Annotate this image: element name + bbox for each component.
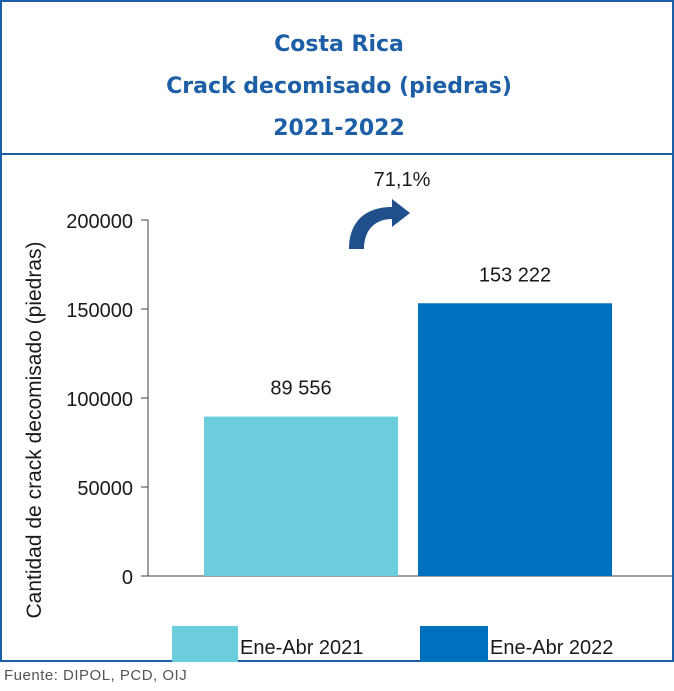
data-labels: 89 556 153 222 bbox=[270, 264, 551, 399]
bar-chart: 0 50000 100000 150000 200000 Cantidad de crac… bbox=[23, 169, 672, 662]
legend: Ene-Abr 2021 Ene-Abr 2022 bbox=[172, 626, 613, 662]
y-tick-label: 50000 bbox=[77, 478, 133, 500]
y-tick-label: 200000 bbox=[66, 211, 133, 233]
y-axis-title: Cantidad de crack decomisado (piedras) bbox=[23, 241, 46, 618]
growth-label: 71,1% bbox=[374, 169, 431, 191]
chart-title-years: 2021-2022 bbox=[273, 116, 405, 141]
chart-title-subject: Crack decomisado (piedras) bbox=[166, 74, 512, 99]
bars bbox=[204, 303, 612, 576]
curved-arrow-icon bbox=[349, 199, 410, 249]
y-tick-label: 100000 bbox=[66, 389, 133, 411]
legend-swatch-2 bbox=[420, 626, 488, 662]
legend-swatch-1 bbox=[172, 626, 238, 662]
y-tick-label: 150000 bbox=[66, 300, 133, 322]
y-tick-label: 0 bbox=[122, 567, 133, 589]
bar-1 bbox=[204, 416, 398, 576]
growth-annotation: 71,1% bbox=[349, 169, 431, 249]
source-note: Fuente: DIPOL, PCD, OIJ bbox=[4, 667, 188, 684]
y-axis: 0 50000 100000 150000 200000 Cantidad de crac… bbox=[23, 211, 672, 619]
legend-label-2: Ene-Abr 2022 bbox=[490, 637, 613, 659]
bar-value-label: 153 222 bbox=[479, 264, 551, 286]
title-box: Costa Rica Crack decomisado (piedras) 20… bbox=[0, 0, 674, 155]
chart-title-country: Costa Rica bbox=[274, 32, 404, 57]
bar-2 bbox=[418, 303, 612, 576]
bar-value-label: 89 556 bbox=[270, 378, 331, 400]
legend-label-1: Ene-Abr 2021 bbox=[240, 637, 363, 659]
